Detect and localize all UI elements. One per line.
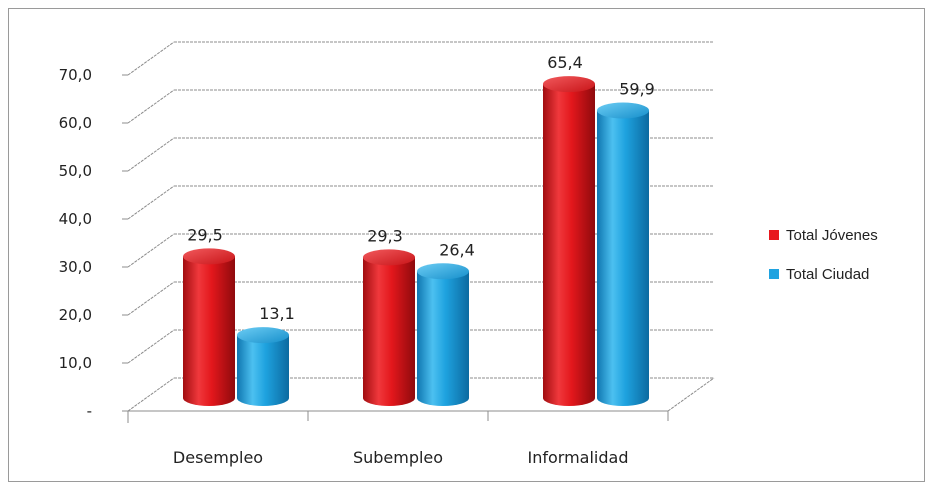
bar-body — [363, 257, 415, 406]
bar-body — [237, 335, 289, 406]
gridline-side — [127, 137, 175, 172]
gridline-side — [127, 185, 175, 220]
y-tick-label: 40,0 — [59, 210, 92, 228]
axes: - 10,0 20,0 30,0 40,0 50,0 60,0 70,0 Desempleo Su… — [59, 66, 715, 467]
bar-cap — [363, 249, 415, 266]
y-tick-label: - — [87, 402, 92, 420]
legend-swatch — [769, 230, 779, 240]
legend-label: Total Jóvenes — [786, 227, 878, 244]
bar-cap — [597, 102, 649, 119]
gridline-side — [127, 281, 175, 316]
bar-cap — [543, 76, 595, 93]
bar-ciudad — [597, 102, 649, 406]
bar-ciudad — [417, 263, 469, 406]
data-label: 13,1 — [259, 304, 295, 323]
gridline-side — [127, 41, 175, 76]
x-category-label: Desempleo — [173, 448, 263, 467]
gridline-side — [127, 233, 175, 268]
bar-body — [417, 271, 469, 406]
y-tick-label: 70,0 — [59, 66, 92, 84]
legend-label: Total Ciudad — [786, 266, 869, 283]
data-label: 59,9 — [619, 79, 655, 98]
bar-body — [543, 84, 595, 406]
y-tick-label: 50,0 — [59, 162, 92, 180]
bar-cap — [237, 327, 289, 344]
data-label: 26,4 — [439, 240, 475, 259]
bar-jovenes — [183, 248, 235, 406]
y-tick-label: 10,0 — [59, 354, 92, 372]
bar-ciudad — [237, 327, 289, 406]
y-tick-label: 20,0 — [59, 306, 92, 324]
data-label: 65,4 — [547, 53, 583, 72]
bar-body — [183, 256, 235, 406]
data-labels: 29,5 13,1 29,3 26,4 65,4 59,9 — [187, 53, 655, 323]
data-label: 29,5 — [187, 225, 223, 244]
gridline-side — [127, 89, 175, 124]
bar-body — [597, 110, 649, 406]
y-tick-label: 30,0 — [59, 258, 92, 276]
bar-cap — [183, 248, 235, 265]
legend-swatch — [769, 269, 779, 279]
gridline-side — [127, 377, 175, 412]
bar-cap — [417, 263, 469, 280]
legend: Total Jóvenes Total Ciudad — [769, 227, 878, 283]
bar-jovenes — [363, 249, 415, 406]
y-tick-label: 60,0 — [59, 114, 92, 132]
bars — [183, 76, 649, 406]
bar-jovenes — [543, 76, 595, 406]
x-category-label: Informalidad — [528, 448, 629, 467]
chart-frame — [8, 8, 925, 482]
gridline-side — [127, 329, 175, 364]
x-category-label: Subempleo — [353, 448, 443, 467]
floor-right-edge — [667, 377, 715, 412]
data-label: 29,3 — [367, 226, 403, 245]
